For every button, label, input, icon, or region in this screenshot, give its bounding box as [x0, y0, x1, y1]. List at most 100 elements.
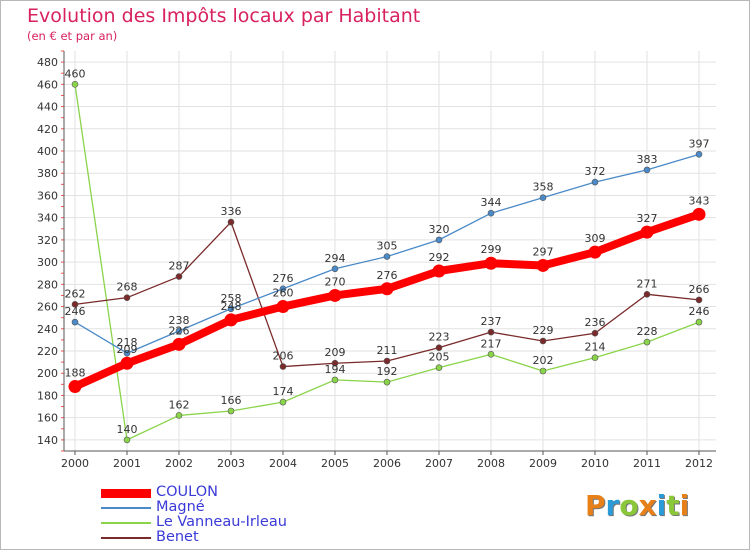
- data-point: [588, 245, 602, 259]
- data-label: 205: [429, 351, 450, 364]
- y-tick-label: 460: [37, 78, 58, 91]
- data-point: [71, 318, 79, 326]
- data-label: 140: [117, 423, 138, 436]
- data-label: 397: [689, 137, 710, 150]
- data-label: 305: [377, 240, 398, 253]
- data-point: [224, 313, 238, 327]
- data-point: [643, 166, 651, 174]
- data-label: 309: [585, 232, 606, 245]
- data-label: 287: [169, 260, 190, 273]
- data-point: [539, 367, 547, 375]
- data-label: 276: [273, 272, 294, 285]
- x-tick-label: 2005: [321, 457, 349, 470]
- data-label: 246: [689, 305, 710, 318]
- data-point: [71, 81, 79, 88]
- data-label: 460: [65, 67, 86, 80]
- data-label: 238: [169, 314, 190, 327]
- data-label: 344: [481, 196, 502, 209]
- data-point: [175, 412, 183, 419]
- data-point: [487, 209, 495, 217]
- chart-title: Evolution des Impôts locaux par Habitant: [27, 5, 421, 27]
- x-tick-label: 2008: [477, 457, 505, 470]
- data-point: [484, 256, 498, 270]
- data-point: [539, 194, 547, 201]
- data-label: 248: [221, 300, 242, 313]
- x-tick-label: 2006: [373, 457, 401, 470]
- data-point: [640, 225, 654, 239]
- data-point: [331, 265, 339, 273]
- proxiti-logo: Proxiti: [585, 489, 689, 522]
- legend-label: COULON: [156, 484, 218, 500]
- data-point: [487, 328, 495, 336]
- data-point: [643, 291, 651, 298]
- data-point: [172, 337, 186, 351]
- data-point: [487, 351, 495, 358]
- data-label: 228: [637, 325, 658, 338]
- logo-letter: x: [638, 489, 657, 522]
- data-label: 194: [325, 363, 346, 376]
- legend-swatch: [101, 537, 151, 539]
- data-label: 166: [221, 394, 242, 407]
- data-point: [539, 337, 547, 345]
- data-point: [591, 354, 599, 361]
- y-tick-label: 280: [37, 278, 58, 291]
- data-label: 336: [221, 205, 242, 218]
- data-point: [435, 236, 443, 244]
- data-point: [383, 378, 391, 386]
- data-point: [328, 288, 342, 302]
- legend-label: Benet: [156, 529, 199, 545]
- data-label: 343: [689, 194, 710, 207]
- data-label: 226: [169, 324, 190, 337]
- legend-label: Magné: [156, 499, 205, 515]
- data-point: [432, 264, 446, 278]
- data-label: 218: [117, 336, 138, 349]
- y-tick-label: 140: [37, 434, 58, 447]
- data-label: 383: [637, 153, 658, 166]
- legend-swatch: [101, 507, 151, 509]
- data-point: [536, 258, 550, 272]
- logo-letter: i: [679, 489, 690, 522]
- data-point: [383, 253, 391, 260]
- data-point: [591, 178, 599, 186]
- data-point: [123, 349, 131, 357]
- data-label: 320: [429, 223, 450, 236]
- data-point: [591, 329, 599, 337]
- y-tick-label: 260: [37, 301, 58, 314]
- y-tick-label: 160: [37, 412, 58, 425]
- y-tick-label: 180: [37, 389, 58, 402]
- x-tick-label: 2002: [165, 457, 193, 470]
- y-tick-label: 220: [37, 345, 58, 358]
- chart-subtitle: (en € et par an): [27, 29, 118, 43]
- data-point: [227, 407, 235, 415]
- data-label: 214: [585, 341, 606, 354]
- data-label: 229: [533, 324, 554, 337]
- data-point: [692, 207, 706, 221]
- x-tick-label: 2007: [425, 457, 453, 470]
- data-point: [123, 294, 131, 301]
- x-tick-label: 2004: [269, 457, 297, 470]
- data-point: [380, 282, 394, 296]
- data-label: 299: [481, 243, 502, 256]
- x-tick-label: 2000: [61, 457, 89, 470]
- data-label: 192: [377, 365, 398, 378]
- legend-swatch: [101, 488, 151, 498]
- data-label: 246: [65, 305, 86, 318]
- data-label: 258: [221, 292, 242, 305]
- y-tick-label: 300: [37, 256, 58, 269]
- data-label: 188: [65, 367, 86, 380]
- data-label: 209: [117, 343, 138, 356]
- y-tick-label: 440: [37, 101, 58, 114]
- data-point: [331, 376, 339, 384]
- data-point: [279, 398, 287, 406]
- x-tick-label: 2001: [113, 457, 141, 470]
- data-point: [695, 296, 703, 304]
- data-label: 174: [273, 385, 294, 398]
- y-tick-label: 360: [37, 189, 58, 202]
- x-tick-label: 2011: [633, 457, 661, 470]
- legend-swatch: [101, 522, 151, 524]
- y-tick-label: 480: [37, 56, 58, 69]
- data-label: 268: [117, 281, 138, 294]
- data-point: [643, 338, 651, 346]
